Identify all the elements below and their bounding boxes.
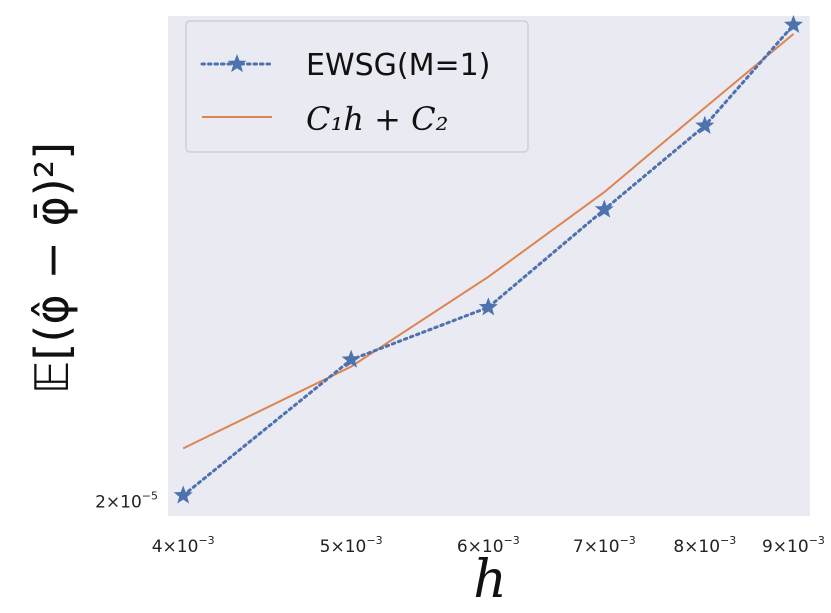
legend-box [185,20,529,153]
x-tick-label: 6×10−3 [457,534,520,557]
data-point-ewsg [594,199,614,218]
x-tick-label: 9×10−3 [762,534,825,557]
data-point-ewsg [341,349,361,368]
legend: EWSG(M=1) C₁h + C₂ [185,20,529,153]
series-markers [173,14,803,504]
series-line-fit [182,33,795,450]
legend-label-ewsg: EWSG(M=1) [306,48,490,83]
legend-label-fit: C₁h + C₂ [306,100,448,138]
x-tick-labels: 4×10−3 5×10−3 6×10−3 7×10−3 8×10−3 9×10−3 [152,534,825,557]
legend-marker-ewsg [227,54,247,73]
data-point-ewsg [783,14,803,34]
data-point-ewsg [478,297,498,316]
y-axis-label: 𝔼[(φ̂ − φ̄)²] [25,142,79,394]
y-tick-label: 2×10−5 [95,489,158,512]
data-point-ewsg [695,115,715,134]
x-axis-label: h [473,550,507,610]
x-tick-label: 5×10−3 [320,534,383,557]
data-point-ewsg [173,485,193,504]
x-tick-label: 8×10−3 [673,534,736,557]
x-tick-label: 7×10−3 [573,534,636,557]
series-lines [181,23,795,497]
y-tick-labels: 2×10−5 [95,489,158,512]
series-line-ewsg [181,23,795,497]
x-tick-label: 4×10−3 [152,534,215,557]
